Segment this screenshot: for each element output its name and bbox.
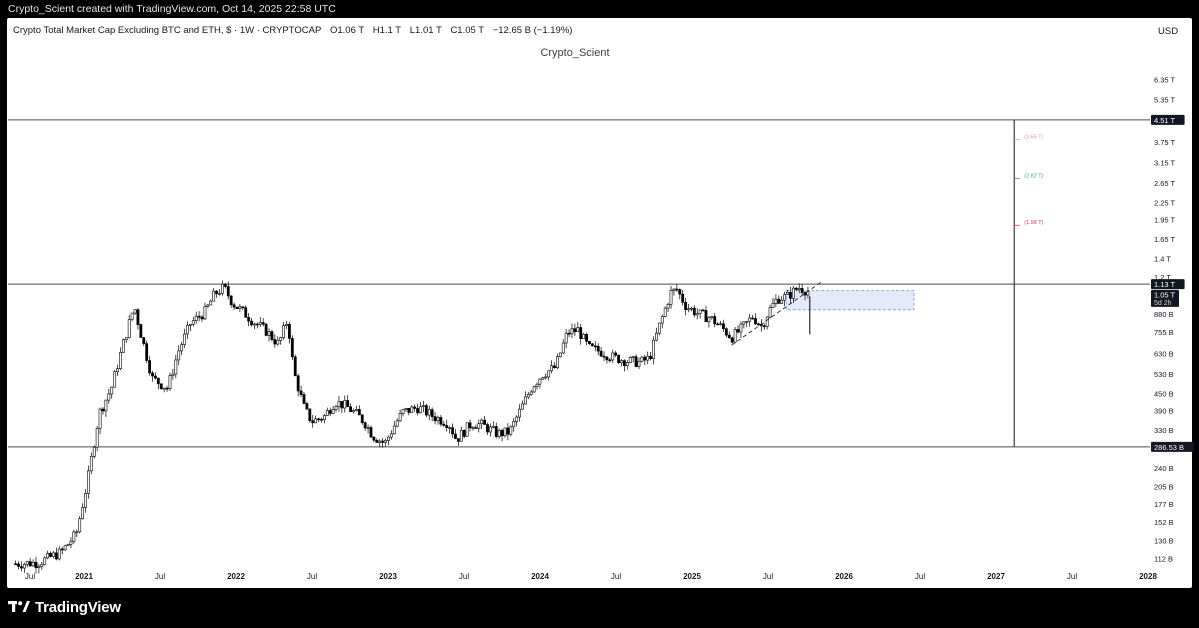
author-watermark: Crypto_Scient (540, 47, 610, 59)
tradingview-logo-icon (8, 601, 30, 612)
ohlc-low: L1.01 T (409, 25, 442, 36)
footer-brand: TradingView (8, 598, 121, 616)
attribution-bar: Crypto_Scient created with TradingView.c… (0, 0, 1199, 18)
ohlc-change: −12.65 B (−1.19%) (492, 25, 573, 36)
ohlc-high: H1.1 T (372, 25, 402, 36)
symbol-title[interactable]: Crypto Total Market Cap Excluding BTC an… (13, 25, 322, 36)
chart-panel[interactable] (7, 18, 1192, 588)
brand-name: TradingView (35, 598, 121, 616)
symbol-legend: Crypto Total Market Cap Excluding BTC an… (13, 25, 578, 36)
attribution-text: Crypto_Scient created with TradingView.c… (8, 3, 336, 15)
ohlc-close: C1.05 T (450, 25, 485, 36)
ohlc-open: O1.06 T (329, 25, 365, 36)
currency-label[interactable]: USD (1158, 26, 1179, 37)
